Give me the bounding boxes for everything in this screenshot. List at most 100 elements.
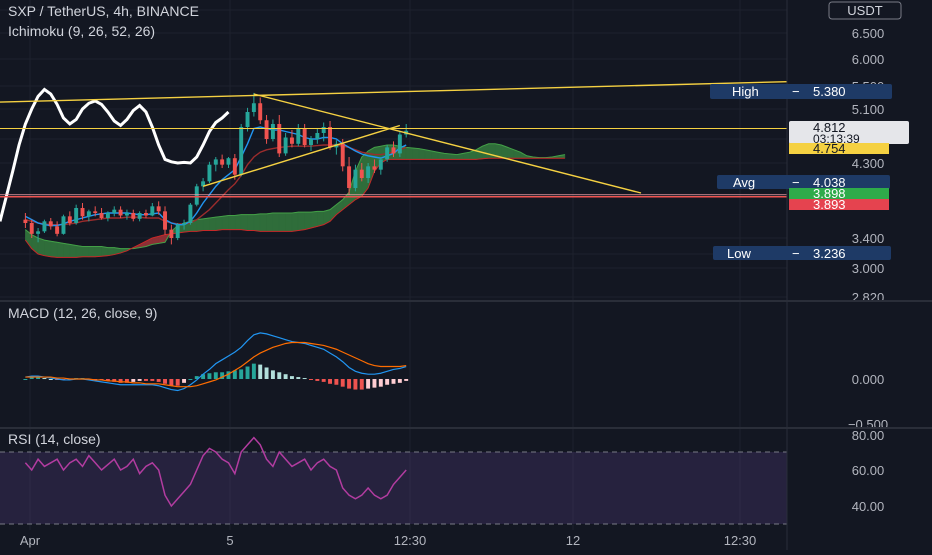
macd-histogram-bar[interactable]	[163, 379, 167, 384]
candle-body[interactable]	[67, 216, 72, 223]
macd-histogram-bar[interactable]	[144, 379, 148, 381]
macd-histogram-bar[interactable]	[220, 372, 225, 379]
candle-body[interactable]	[93, 211, 98, 213]
candle-body[interactable]	[194, 186, 199, 205]
candle-body[interactable]	[296, 128, 301, 144]
upper-trendline[interactable]	[0, 80, 788, 103]
candle-body[interactable]	[309, 139, 313, 145]
candle-body[interactable]	[156, 206, 161, 212]
macd-histogram-bar[interactable]	[251, 363, 256, 379]
candle-body[interactable]	[245, 112, 250, 127]
macd-histogram-bar[interactable]	[258, 364, 263, 379]
macd-histogram-bar[interactable]	[232, 370, 237, 379]
candle-body[interactable]	[124, 213, 129, 216]
macd-histogram-bar[interactable]	[366, 379, 371, 389]
candle-body[interactable]	[239, 127, 244, 175]
macd-histogram-bar[interactable]	[391, 379, 396, 384]
candle-body[interactable]	[150, 206, 155, 216]
macd-histogram-bar[interactable]	[289, 376, 294, 379]
candle-body[interactable]	[258, 103, 263, 121]
macd-histogram-bar[interactable]	[42, 378, 47, 380]
candle-body[interactable]	[347, 166, 352, 188]
macd-histogram-bar[interactable]	[385, 379, 390, 385]
drawn-lines[interactable]	[0, 80, 788, 198]
candle-body[interactable]	[112, 209, 117, 213]
rsi-pane[interactable]	[0, 436, 787, 525]
candle-body[interactable]	[391, 147, 396, 154]
candle-body[interactable]	[118, 209, 123, 216]
macd-histogram-bar[interactable]	[404, 379, 409, 381]
signal-line[interactable]	[25, 341, 407, 388]
candle-body[interactable]	[270, 124, 275, 139]
candle-body[interactable]	[359, 169, 364, 178]
candle-body[interactable]	[302, 128, 307, 146]
macd-histogram-bar[interactable]	[321, 379, 326, 382]
candle-body[interactable]	[213, 159, 218, 165]
macd-histogram-bar[interactable]	[137, 379, 142, 381]
candle-body[interactable]	[340, 143, 345, 167]
rsi-line[interactable]	[24, 436, 407, 508]
candle-body[interactable]	[226, 158, 231, 165]
macd-histogram-bar[interactable]	[105, 379, 110, 381]
macd-histogram-bar[interactable]	[150, 379, 155, 381]
ascending-trendline[interactable]	[202, 124, 401, 188]
macd-histogram-bar[interactable]	[309, 379, 313, 380]
macd-histogram-bar[interactable]	[201, 374, 206, 379]
candle-body[interactable]	[378, 159, 383, 170]
macd-histogram-bar[interactable]	[328, 379, 332, 384]
macd-histogram-bar[interactable]	[182, 379, 187, 383]
candle-body[interactable]	[220, 159, 225, 165]
macd-histogram-bar[interactable]	[264, 367, 269, 379]
candle-body[interactable]	[188, 204, 193, 223]
candle-body[interactable]	[175, 224, 180, 238]
candle-body[interactable]	[74, 208, 79, 223]
candle-body[interactable]	[397, 134, 402, 154]
macd-histogram-bar[interactable]	[118, 379, 123, 383]
macd-histogram-bar[interactable]	[245, 366, 250, 379]
macd-histogram-bar[interactable]	[334, 379, 339, 385]
candle-body[interactable]	[29, 223, 34, 234]
macd-histogram-bar[interactable]	[213, 372, 218, 379]
currency-badge[interactable]	[828, 1, 902, 20]
candle-body[interactable]	[55, 226, 60, 234]
candle-body[interactable]	[80, 208, 85, 217]
macd-histogram-bar[interactable]	[347, 379, 352, 389]
macd-histogram-bar[interactable]	[23, 379, 28, 380]
candle-body[interactable]	[264, 120, 269, 139]
macd-histogram-bar[interactable]	[353, 379, 358, 390]
candle-body[interactable]	[48, 221, 53, 227]
candle-body[interactable]	[86, 211, 91, 217]
candle-body[interactable]	[131, 213, 136, 219]
macd-histogram-bar[interactable]	[226, 371, 231, 379]
macd-histogram-bar[interactable]	[207, 373, 212, 379]
macd-line[interactable]	[25, 332, 407, 392]
candle-body[interactable]	[105, 213, 110, 218]
candles-group[interactable]	[23, 92, 409, 245]
macd-histogram-bar[interactable]	[296, 377, 301, 379]
macd-histogram-bar[interactable]	[156, 379, 161, 382]
macd-histogram-bar[interactable]	[359, 379, 364, 390]
candle-body[interactable]	[169, 229, 174, 238]
descending-trendline[interactable]	[253, 93, 642, 194]
macd-histogram-bar[interactable]	[124, 379, 129, 383]
candle-body[interactable]	[163, 211, 167, 230]
candle-body[interactable]	[385, 147, 390, 160]
macd-pane[interactable]	[23, 332, 409, 392]
time-axis[interactable]: Apr 5 12:30 12 12:30	[20, 533, 756, 548]
macd-histogram-bar[interactable]	[239, 369, 244, 379]
macd-histogram-bar[interactable]	[277, 372, 282, 379]
macd-histogram-bar[interactable]	[131, 379, 136, 382]
macd-histogram-bar[interactable]	[283, 374, 288, 379]
macd-histogram-bar[interactable]	[270, 370, 275, 379]
macd-histogram-bar[interactable]	[188, 379, 193, 380]
candle-body[interactable]	[36, 231, 41, 234]
candle-body[interactable]	[251, 103, 256, 112]
candle-body[interactable]	[201, 181, 206, 187]
macd-histogram-bar[interactable]	[315, 379, 320, 381]
candle-body[interactable]	[277, 124, 282, 154]
candle-body[interactable]	[366, 166, 371, 178]
macd-histogram-bar[interactable]	[372, 379, 377, 388]
macd-histogram-bar[interactable]	[36, 377, 41, 379]
candle-body[interactable]	[137, 213, 142, 219]
